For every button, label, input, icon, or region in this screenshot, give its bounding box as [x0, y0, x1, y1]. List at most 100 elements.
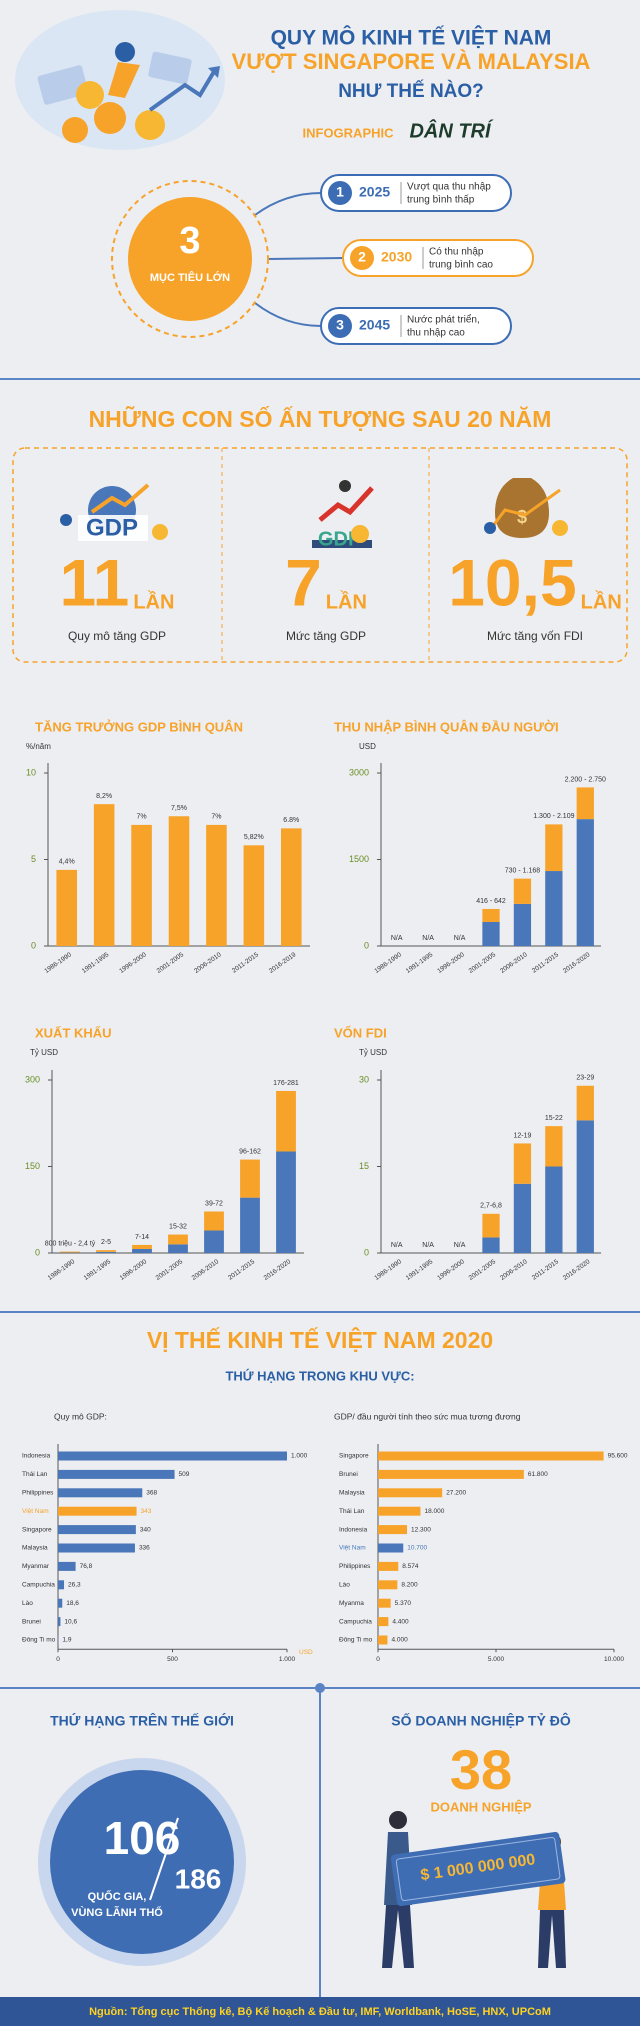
bar-low — [276, 1151, 296, 1253]
value-label: 39-72 — [205, 1200, 223, 1207]
bar — [243, 845, 265, 946]
highlight-label: Quy mô tăng GDP — [68, 629, 166, 643]
y-tick-label: 10 — [26, 767, 36, 777]
bar-range — [545, 824, 563, 872]
world-title: THỨ HẠNG TRÊN THẾ GIỚI — [50, 1712, 234, 1729]
bar — [206, 824, 227, 946]
value-label: 76,8 — [80, 1563, 93, 1570]
value-label: 96-162 — [239, 1148, 261, 1155]
value-label: N/A — [454, 935, 466, 942]
bar — [58, 1506, 137, 1516]
bar-low — [96, 1251, 116, 1253]
category-label: Campuchia — [22, 1582, 55, 1589]
goal-number: 1 — [336, 184, 344, 200]
value-label: 340 — [140, 1526, 151, 1533]
bar-low — [204, 1230, 224, 1253]
value-label: 7-14 — [135, 1234, 149, 1241]
value-label: 15-22 — [545, 1115, 563, 1122]
goal-text: Nước phát triển, — [407, 314, 480, 326]
highlight-value: 11 — [60, 545, 130, 619]
title-line: VƯỢT SINGAPORE VÀ MALAYSIA — [232, 49, 591, 74]
y-tick-label: 300 — [25, 1074, 40, 1084]
axis-unit: Tỷ USD — [30, 1048, 58, 1057]
bar-low — [168, 1244, 188, 1253]
value-label: 26,3 — [68, 1582, 81, 1589]
bar — [378, 1488, 443, 1498]
category-label: Malaysia — [339, 1490, 365, 1497]
goal-badge — [328, 181, 352, 205]
category-label: Myanmar — [22, 1563, 50, 1570]
bar — [131, 824, 152, 946]
category-label: Brunei — [339, 1471, 358, 1478]
bar — [56, 869, 78, 946]
bar-range — [482, 1213, 500, 1238]
value-label: N/A — [391, 935, 403, 942]
highlight-unit: LẦN — [326, 590, 367, 613]
goal-pill — [320, 307, 512, 345]
y-tick-label: 0 — [364, 1247, 369, 1257]
goal-year: 2030 — [381, 249, 412, 265]
x-tick-label: 10.000 — [604, 1656, 624, 1663]
bar-range — [240, 1159, 260, 1198]
bar — [93, 804, 115, 946]
bar — [58, 1488, 143, 1498]
value-label: 7% — [137, 814, 147, 821]
value-label: 4,4% — [59, 859, 75, 866]
axis-unit: Tỷ USD — [359, 1048, 387, 1057]
x-tick-label: 0 — [376, 1656, 380, 1663]
value-label: 416 - 642 — [476, 898, 506, 905]
bar-range — [132, 1244, 152, 1249]
bar — [378, 1451, 604, 1461]
svg-text:GDP: GDP — [318, 528, 361, 550]
bar — [378, 1580, 398, 1590]
rank-slash — [149, 1817, 179, 1901]
section-title: NHỮNG CON SỐ ẤN TƯỢNG SAU 20 NĂM — [89, 405, 552, 432]
svg-text:$: $ — [517, 507, 527, 527]
billion-title: SỐ DOANH NGHIỆP TỶ ĐÔ — [391, 1712, 571, 1729]
y-tick-label: 30 — [359, 1074, 369, 1084]
bar-low — [576, 1120, 594, 1253]
category-label: Campuchia — [339, 1618, 372, 1625]
bar — [58, 1598, 63, 1608]
highlight-value: 10,5 — [448, 545, 576, 619]
value-label: N/A — [391, 1242, 403, 1249]
value-label: 176-281 — [273, 1080, 299, 1087]
x-tick-label: 5.000 — [488, 1656, 505, 1663]
y-tick-label: 150 — [25, 1161, 40, 1171]
rank-label: QUỐC GIA, — [88, 1889, 147, 1903]
bar-low — [545, 871, 563, 946]
bar-range — [482, 908, 500, 923]
goal-badge — [350, 246, 374, 270]
category-label: Singapore — [22, 1526, 52, 1533]
bar — [378, 1506, 421, 1516]
value-label: 8.200 — [401, 1582, 418, 1589]
bar-range — [60, 1251, 80, 1253]
axis-unit: %/năm — [26, 742, 51, 751]
value-label: 7% — [211, 814, 221, 821]
value-label: 18.000 — [424, 1508, 444, 1515]
bar — [378, 1543, 404, 1553]
bar — [58, 1525, 136, 1535]
value-label: 10.700 — [407, 1545, 427, 1552]
footer-source: Nguồn: Tổng cục Thống kê, Bộ Kế hoạch & … — [89, 2006, 551, 2018]
cheque — [390, 1831, 566, 1907]
highlight-icons: GDP GDP $ — [60, 478, 568, 550]
highlight-value: 7 — [285, 545, 322, 619]
chart-title: THU NHẬP BÌNH QUÂN ĐẦU NGƯỜI — [334, 719, 559, 734]
value-label: 8.574 — [402, 1563, 419, 1570]
value-label: 15-32 — [169, 1223, 187, 1230]
goal-year: 2045 — [359, 317, 390, 333]
billion-label: DOANH NGHIỆP — [430, 1799, 531, 1814]
footer-bar — [0, 1997, 640, 2026]
chart-title: XUẤT KHẨU — [35, 1025, 112, 1040]
title-line: NHƯ THẾ NÀO? — [338, 80, 484, 102]
highlights-frame — [12, 447, 628, 663]
value-label: 343 — [141, 1508, 152, 1515]
bar-range — [204, 1211, 224, 1231]
bar — [378, 1525, 408, 1535]
value-label: 4.000 — [391, 1637, 408, 1644]
bar — [58, 1543, 135, 1553]
value-label: 1.000 — [291, 1453, 308, 1460]
category-label: Malaysia — [22, 1545, 48, 1552]
